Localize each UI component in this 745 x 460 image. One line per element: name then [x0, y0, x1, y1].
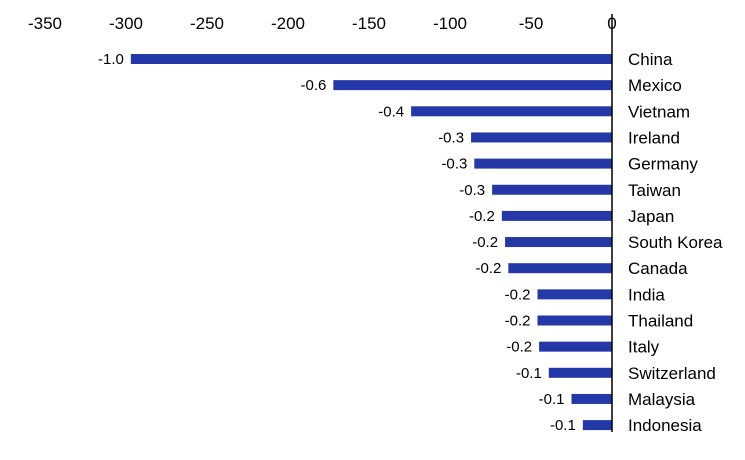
bar-data-label: -0.1: [550, 417, 576, 434]
category-label: Italy: [628, 338, 660, 357]
bar: [501, 210, 612, 221]
bar-data-label: -0.1: [516, 365, 542, 382]
bar: [548, 367, 612, 378]
bar: [411, 106, 612, 117]
category-label: Taiwan: [628, 181, 681, 200]
category-label: India: [628, 285, 665, 304]
x-tick-label: -250: [190, 14, 224, 33]
x-tick-label: -200: [271, 14, 305, 33]
category-label: Canada: [628, 259, 688, 278]
bar: [539, 341, 612, 352]
bar: [492, 184, 612, 195]
x-tick-label: -350: [28, 14, 62, 33]
bar-data-label: -0.4: [378, 103, 404, 120]
bar: [571, 393, 612, 404]
bars: [130, 54, 613, 431]
x-tick-label: -150: [352, 14, 386, 33]
bar-data-label: -0.2: [472, 234, 498, 251]
bar: [582, 420, 612, 431]
category-label: China: [628, 50, 673, 69]
x-tick-label: -300: [109, 14, 143, 33]
category-labels: China Mexico Vietnam Ireland Germany Taiwan Ja…: [628, 50, 723, 435]
bar-data-label: -0.2: [475, 260, 501, 277]
category-label: Vietnam: [628, 102, 690, 121]
bar-data-label: -0.3: [438, 129, 464, 146]
bar: [537, 315, 612, 326]
category-label: Thailand: [628, 312, 693, 331]
bar: [537, 289, 612, 300]
x-tick-label: -100: [433, 14, 467, 33]
x-axis-ticks: -350-300-250-200-150-100-500: [28, 14, 617, 33]
category-label: Switzerland: [628, 364, 716, 383]
bar-data-label: -0.2: [506, 339, 532, 356]
bar-data-label: -0.1: [539, 391, 565, 408]
bar-data-label: -0.3: [441, 156, 467, 173]
data-labels: -1.0-0.6-0.4-0.3-0.3-0.3-0.2-0.2-0.2-0.2…: [98, 51, 576, 434]
bar: [508, 263, 612, 274]
bar-data-label: -0.6: [301, 77, 327, 94]
x-tick-label: -50: [519, 14, 544, 33]
category-label: Japan: [628, 207, 674, 226]
bar: [333, 80, 612, 91]
category-label: Indonesia: [628, 416, 702, 435]
bar-data-label: -0.3: [459, 182, 485, 199]
category-label: Malaysia: [628, 390, 696, 409]
bar: [505, 237, 612, 248]
category-label: Ireland: [628, 128, 680, 147]
bar: [130, 54, 613, 64]
bar-data-label: -0.2: [469, 208, 495, 225]
bar-data-label: -0.2: [505, 286, 531, 303]
category-label: Germany: [628, 155, 698, 174]
bar: [471, 132, 612, 143]
bar-data-label: -1.0: [98, 51, 124, 68]
bar-data-label: -0.2: [505, 313, 531, 330]
category-label: South Korea: [628, 233, 723, 252]
bar: [474, 158, 612, 169]
category-label: Mexico: [628, 76, 682, 95]
